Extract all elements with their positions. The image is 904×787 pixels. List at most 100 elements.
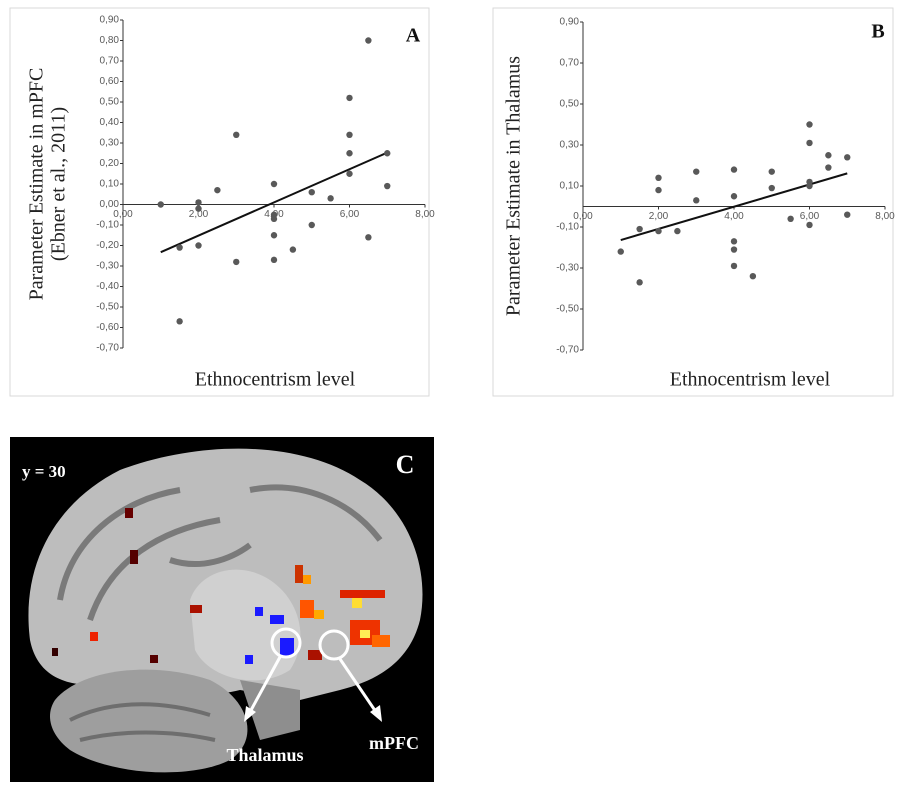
point (309, 189, 315, 195)
panel-label: C (396, 450, 415, 479)
point (176, 318, 182, 324)
y-tick-label: 0,50 (100, 97, 120, 108)
point (346, 132, 352, 138)
y-tick-label: 0,70 (100, 56, 120, 67)
point (825, 152, 831, 158)
x-tick-label: 6,00 (800, 211, 820, 222)
y-tick-label: -0,60 (96, 322, 119, 333)
point (731, 263, 737, 269)
point (290, 246, 296, 252)
annotation: mPFC (369, 733, 419, 753)
point (346, 171, 352, 177)
y-tick-label: 0,90 (560, 17, 580, 28)
point (655, 228, 661, 234)
point (271, 257, 277, 263)
x-tick-label: 8,00 (875, 211, 895, 222)
panel-title: B (871, 21, 884, 43)
point (844, 212, 850, 218)
point (384, 150, 390, 156)
point (787, 216, 793, 222)
point (271, 181, 277, 187)
y-tick-label: -0,70 (96, 343, 119, 354)
point (769, 168, 775, 174)
point (731, 238, 737, 244)
x-axis-title: Ethnocentrism level (195, 369, 356, 391)
point (195, 242, 201, 248)
point (731, 193, 737, 199)
point (346, 150, 352, 156)
y-tick-label: 0,30 (560, 140, 580, 151)
point (384, 183, 390, 189)
point (806, 183, 812, 189)
point (825, 164, 831, 170)
panel-title: A (406, 25, 421, 47)
annotation: Thalamus (226, 745, 303, 765)
point (195, 199, 201, 205)
y-tick-label: 0,10 (560, 181, 580, 192)
y-tick-label: 0,20 (100, 158, 120, 169)
point (655, 187, 661, 193)
y-tick-label: 0,90 (100, 15, 120, 26)
point (844, 154, 850, 160)
point (214, 187, 220, 193)
point (158, 201, 164, 207)
x-axis-title: Ethnocentrism level (670, 369, 831, 391)
point (195, 205, 201, 211)
point (271, 216, 277, 222)
point (233, 259, 239, 265)
y-tick-label: 0,70 (560, 58, 580, 69)
x-tick-label: 2,00 (649, 211, 669, 222)
point (636, 279, 642, 285)
y-tick-label: -0,10 (556, 222, 579, 233)
x-tick-label: 4,00 (724, 211, 744, 222)
panel-b-frame (493, 8, 893, 396)
y-tick-label: 0,10 (100, 179, 120, 190)
y-tick-label: 0,30 (100, 138, 120, 149)
figure-canvas: y = 30 C Thalamus mPFC -0,70 -0,60 -0,50 -0… (0, 0, 904, 787)
point (674, 228, 680, 234)
x-tick-label: 0,00 (113, 209, 133, 220)
point (731, 166, 737, 172)
point (655, 175, 661, 181)
y-axis-title: Parameter Estimate in mPFC (26, 68, 48, 301)
y-tick-label: -0,50 (96, 302, 119, 313)
point (769, 185, 775, 191)
point (365, 37, 371, 43)
y-tick-label: -0,20 (96, 240, 119, 251)
slice-label: y = 30 (22, 462, 66, 481)
point (806, 222, 812, 228)
point (636, 226, 642, 232)
point (233, 132, 239, 138)
y-axis-title: (Ebner et al., 2011) (48, 107, 70, 261)
point (618, 248, 624, 254)
figure: y = 30 C Thalamus mPFC -0,70 -0,60 -0,50 -0… (0, 0, 904, 787)
y-tick-label: -0,50 (556, 304, 579, 315)
y-tick-label: -0,70 (556, 345, 579, 356)
y-tick-label: 0,50 (560, 99, 580, 110)
point (731, 246, 737, 252)
y-tick-label: 0,40 (100, 117, 120, 128)
point (806, 121, 812, 127)
y-tick-label: -0,30 (96, 261, 119, 272)
point (750, 273, 756, 279)
x-tick-label: 8,00 (415, 209, 435, 220)
point (309, 222, 315, 228)
point (693, 197, 699, 203)
y-tick-label: 0,60 (100, 76, 120, 87)
x-tick-label: 6,00 (340, 209, 360, 220)
y-axis-title: Parameter Estimate in Thalamus (503, 56, 525, 316)
point (271, 232, 277, 238)
x-tick-label: 0,00 (573, 211, 593, 222)
point (365, 234, 371, 240)
point (346, 95, 352, 101)
y-tick-label: 0,80 (100, 35, 120, 46)
y-tick-label: -0,40 (96, 281, 119, 292)
point (327, 195, 333, 201)
point (176, 244, 182, 250)
y-tick-label: -0,10 (96, 220, 119, 231)
y-tick-label: -0,30 (556, 263, 579, 274)
panel-a-frame (10, 8, 429, 396)
point (806, 140, 812, 146)
point (693, 168, 699, 174)
brain-image (10, 437, 434, 782)
